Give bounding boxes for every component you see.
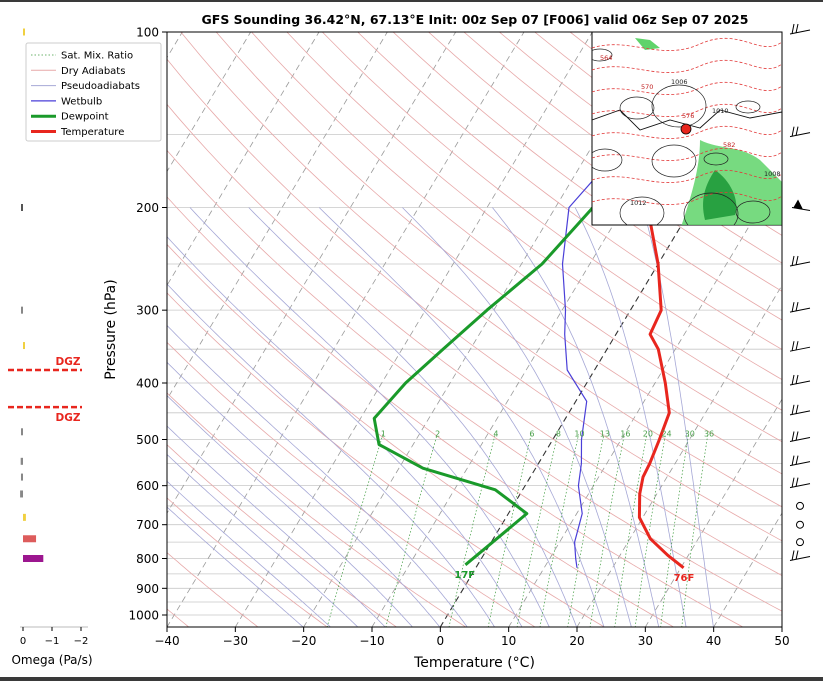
x-tick-label: 0 [437,634,445,648]
omega-tick-label: −1 [45,636,60,647]
y-tick-label: 200 [136,201,159,215]
mixing-ratio-label: 4 [493,429,498,438]
map-contour-label: 576 [682,112,694,120]
bottom-border [0,677,823,681]
x-tick-label: 20 [569,634,584,648]
mixing-ratio-label: 24 [661,429,671,438]
legend-label: Wetbulb [61,96,102,107]
omega-bar [23,514,26,521]
top-border [0,0,823,2]
mixing-ratio-label: 8 [556,429,561,438]
legend-label: Pseudoadiabats [61,81,140,92]
y-tick-label: 900 [136,582,159,596]
mixing-ratio-label: 1 [381,429,386,438]
chart-title: GFS Sounding 36.42°N, 67.13°E Init: 00z … [202,12,749,27]
omega-bar [21,428,23,435]
y-tick-label: 300 [136,304,159,318]
omega-axis-label: Omega (Pa/s) [11,653,92,667]
map-contour-label: 1008 [764,170,781,178]
legend-label: Dewpoint [61,112,109,123]
x-tick-label: −40 [154,634,179,648]
map-contour-label: 1006 [671,78,688,86]
map-contour-label: 582 [723,141,735,149]
omega-bar [23,555,43,562]
mixing-ratio-label: 36 [704,429,714,438]
y-tick-label: 100 [136,26,159,40]
y-axis-label: Pressure (hPa) [103,279,119,379]
omega-tick-label: 0 [20,636,26,647]
mixing-ratio-label: 30 [685,429,695,438]
mixing-ratio-label: 13 [600,429,610,438]
x-tick-label: −20 [291,634,316,648]
omega-bar [20,490,23,497]
y-tick-label: 700 [136,518,159,532]
x-tick-label: 10 [501,634,516,648]
map-contour-label: 570 [641,83,653,91]
omega-bar [21,458,23,465]
y-tick-label: 1000 [128,609,159,623]
dgz-label: DGZ [56,356,81,368]
y-tick-label: 800 [136,552,159,566]
y-tick-label: 600 [136,479,159,493]
omega-bar [23,29,25,36]
mixing-ratio-label: 10 [574,429,584,438]
x-tick-label: 40 [706,634,721,648]
map-contour-label: 1010 [712,107,729,115]
map-contour-label: 1012 [630,199,647,207]
x-tick-label: 30 [638,634,653,648]
map-contour-label: 564 [600,54,612,62]
inset-map: 564 570 576 582 1008 1012 1006 1010 [588,32,790,235]
surface-temp-label: 76F [674,573,695,584]
x-tick-label: −10 [359,634,384,648]
y-tick-label: 500 [136,433,159,447]
legend: Sat. Mix. Ratio Dry Adiabats Pseudoadiabat… [26,43,161,141]
mixing-ratio-label: 20 [643,429,653,438]
mixing-ratio-label: 2 [435,429,440,438]
y-tick-label: 400 [136,377,159,391]
dgz-label: DGZ [56,412,81,424]
station-marker [681,124,691,134]
x-axis-label: Temperature (°C) [413,655,535,671]
omega-bar [21,474,23,481]
mixing-ratio-label: 6 [529,429,534,438]
legend-label: Dry Adiabats [61,66,125,77]
x-tick-label: −30 [223,634,248,648]
omega-bar [23,535,36,542]
legend-label: Temperature [60,127,124,138]
omega-tick-label: −2 [74,636,89,647]
omega-bar [21,204,23,211]
mixing-ratio-label: 16 [620,429,630,438]
surface-dewpoint-label: 17F [454,570,475,581]
x-tick-label: 50 [774,634,789,648]
omega-bar [23,342,25,349]
legend-label: Sat. Mix. Ratio [61,51,133,62]
omega-bar [21,307,23,314]
